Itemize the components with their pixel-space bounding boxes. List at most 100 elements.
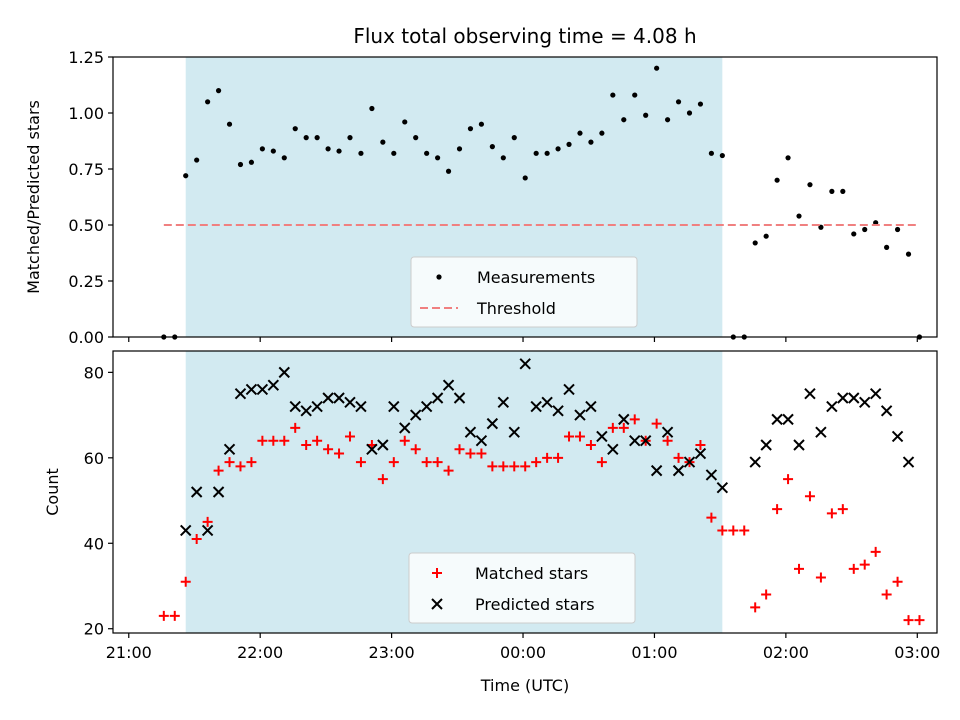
predicted-star-point xyxy=(201,524,214,537)
measurement-point xyxy=(500,155,506,161)
predicted-star-point xyxy=(607,443,619,455)
y-tick-label: 80 xyxy=(84,363,104,382)
matched-star-point xyxy=(651,418,662,429)
predicted-star-point xyxy=(311,400,323,413)
predicted-star-point xyxy=(377,439,389,451)
predicted-star-point xyxy=(793,439,805,451)
measurement-point xyxy=(654,65,660,71)
predicted-star-point xyxy=(322,392,334,404)
predicted-star-point xyxy=(245,383,258,396)
legend-label: Predicted stars xyxy=(475,595,595,614)
predicted-star-point xyxy=(563,383,575,396)
legend-marker-plus xyxy=(432,568,442,578)
predicted-star-point xyxy=(508,426,520,438)
matched-star-point xyxy=(432,457,443,468)
predicted-star-point xyxy=(683,456,696,468)
matched-star-point xyxy=(224,457,235,468)
measurement-point xyxy=(248,159,255,165)
matched-star-point xyxy=(191,534,202,544)
measurement-point xyxy=(774,177,780,183)
matched-star-point xyxy=(618,422,629,433)
predicted-star-point xyxy=(749,456,761,468)
measurement-point xyxy=(686,110,693,116)
chart-title: Flux total observing time = 4.08 h xyxy=(353,24,696,48)
predicted-star-point xyxy=(541,396,553,408)
predicted-star-point xyxy=(661,426,674,438)
matched-star-point xyxy=(695,440,706,450)
predicted-star-point xyxy=(618,413,630,426)
matched-star-point xyxy=(542,452,553,463)
matched-star-point xyxy=(388,457,399,468)
y-tick-label: 0.50 xyxy=(68,216,104,235)
matched-star-point xyxy=(739,525,750,536)
predicted-star-point xyxy=(705,469,718,481)
predicted-star-point xyxy=(574,409,586,421)
matched-star-point xyxy=(728,525,739,536)
predicted-star-point xyxy=(409,409,422,421)
measurement-point xyxy=(292,126,298,132)
predicted-star-point xyxy=(902,456,915,468)
measurement-point xyxy=(533,150,539,156)
measurement-point xyxy=(675,99,682,105)
predicted-star-point xyxy=(420,400,433,413)
measurement-point xyxy=(807,182,813,188)
predicted-star-point xyxy=(826,400,838,413)
measurement-point xyxy=(215,88,222,94)
measurement-point xyxy=(259,146,265,152)
predicted-star-point xyxy=(333,392,345,404)
legend-marker-x xyxy=(431,598,443,610)
matched-star-point xyxy=(443,465,454,476)
matched-star-point xyxy=(585,440,596,450)
x-tick-label: 22:00 xyxy=(237,643,283,662)
predicted-star-point xyxy=(278,366,290,379)
measurement-point xyxy=(752,240,758,246)
matched-star-point xyxy=(323,444,334,455)
matched-star-point xyxy=(344,431,355,442)
matched-star-point xyxy=(750,602,761,613)
measurement-point xyxy=(478,121,485,127)
predicted-star-point xyxy=(552,405,564,417)
legend: Matched stars Predicted stars xyxy=(408,552,636,624)
measurement-point xyxy=(566,141,572,147)
matched-star-point xyxy=(290,422,301,433)
predicted-star-point xyxy=(366,443,378,455)
predicted-star-point xyxy=(771,413,783,426)
matched-star-point xyxy=(268,435,279,446)
measurement-point xyxy=(610,92,616,98)
predicted-star-point xyxy=(190,486,203,498)
measurement-point xyxy=(347,135,353,141)
x-tick-label: 00:00 xyxy=(500,643,546,662)
predicted-star-point xyxy=(650,464,663,477)
measurement-point xyxy=(402,119,408,125)
matched-star-point xyxy=(553,452,564,463)
predicted-star-point xyxy=(497,396,510,408)
matched-star-point xyxy=(761,589,772,600)
measurement-point xyxy=(544,150,550,156)
measurement-point xyxy=(369,105,375,112)
matched-star-point xyxy=(279,435,290,446)
bottom-panel: 20 40 60 80 21:00 22:00 23:00 00:00 01:00 02:00 03… xyxy=(43,350,940,662)
predicted-star-point xyxy=(453,392,466,404)
matched-star-point xyxy=(312,435,323,446)
matched-star-point xyxy=(837,504,848,515)
matched-star-point xyxy=(498,461,509,472)
y-tick-label: 40 xyxy=(84,534,104,553)
matched-star-point xyxy=(531,457,542,468)
y-tick-label: 20 xyxy=(84,620,104,639)
matched-star-point xyxy=(673,452,684,463)
measurement-point xyxy=(719,152,725,159)
predicted-star-point xyxy=(399,422,411,434)
y-tick-label: 0.75 xyxy=(68,160,104,179)
matched-star-point xyxy=(826,508,837,519)
measurement-point xyxy=(599,130,605,136)
measurement-point xyxy=(325,146,331,152)
measurement-point xyxy=(270,148,276,154)
predicted-star-point xyxy=(716,482,729,494)
predicted-star-point xyxy=(234,388,247,400)
predicted-star-point xyxy=(672,464,685,477)
measurement-point xyxy=(456,146,463,152)
measurement-point xyxy=(763,233,769,239)
legend-box xyxy=(408,552,636,624)
predicted-star-point xyxy=(804,388,816,400)
predicted-star-point xyxy=(585,400,597,413)
